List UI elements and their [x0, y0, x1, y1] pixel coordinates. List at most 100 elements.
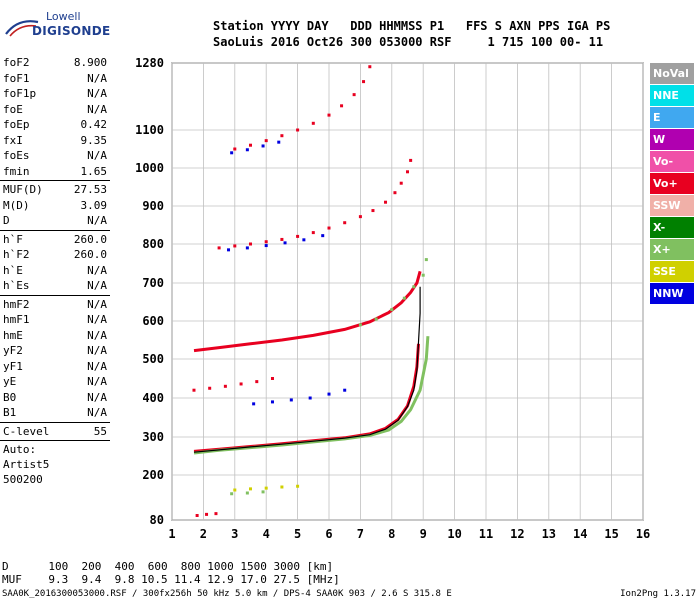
y-tick-label: 1100 — [135, 123, 164, 137]
parameter-separator — [0, 180, 110, 181]
echo-point — [230, 151, 234, 155]
auto-program: Artist5 — [3, 458, 50, 471]
auto-version: 500200 — [3, 473, 43, 486]
x-tick-label: 12 — [510, 527, 524, 541]
polarization-legend: NoVal NNE E W Vo- Vo+ SSW X- X+ SSE NNW — [650, 63, 694, 305]
parameter-value: N/A — [87, 297, 107, 311]
echo-point — [280, 485, 284, 489]
legend-item: W — [650, 129, 694, 150]
echo-point — [192, 388, 196, 392]
y-tick-label: 200 — [142, 468, 164, 482]
echo-point — [412, 285, 416, 289]
y-tick-label: 400 — [142, 391, 164, 405]
logo-line1: Lowell — [46, 10, 81, 23]
echo-trace-line — [193, 286, 421, 453]
parameter-row: foEs N/A — [0, 148, 110, 164]
parameter-name: yF2 — [3, 344, 23, 357]
echo-point — [245, 491, 249, 495]
parameter-row: foE N/A — [0, 102, 110, 118]
parameter-row: hmF2 N/A — [0, 297, 110, 313]
parameter-value: 55 — [93, 424, 107, 438]
parameter-row: yF2 N/A — [0, 343, 110, 359]
parameter-name: foF1 — [3, 71, 30, 85]
autoscaling-info: Auto: Artist5 500200 — [0, 442, 110, 487]
parameter-panel: foF2 8.900 foF1 N/A foF1p N/A foE N/A foEp 0.42 fx… — [0, 55, 110, 487]
echo-point — [402, 296, 406, 300]
parameter-value: 27.53 — [73, 183, 107, 196]
echo-point — [321, 234, 325, 238]
legend-item: X+ — [650, 239, 694, 260]
parameter-name: MUF(D) — [3, 183, 43, 196]
x-tick-label: 11 — [479, 527, 493, 541]
parameter-name: fmin — [3, 164, 30, 178]
legend-item: NoVal — [650, 63, 694, 84]
parameter-separator — [0, 294, 110, 296]
parameter-value: N/A — [87, 390, 107, 404]
x-tick-label: 5 — [294, 527, 301, 541]
echo-point — [340, 104, 344, 108]
echo-point — [230, 492, 234, 496]
echo-point — [327, 226, 331, 230]
echo-point — [239, 382, 243, 386]
parameter-value: N/A — [87, 328, 107, 342]
parameter-name: foEs — [3, 149, 30, 162]
echo-point — [270, 400, 274, 404]
echo-point — [227, 248, 231, 252]
parameter-name: B0 — [3, 390, 17, 404]
parameter-row: yF1 N/A — [0, 359, 110, 375]
parameter-value: N/A — [87, 344, 107, 357]
parameter-row: h`F 260.0 — [0, 232, 110, 248]
echo-point — [362, 80, 366, 84]
parameter-name: hmF2 — [3, 297, 30, 311]
parameter-row: h`E N/A — [0, 263, 110, 279]
echo-point — [261, 144, 265, 148]
footer-distance-row: D 100 200 400 600 800 1000 1500 3000 [km… — [2, 560, 334, 573]
y-tick-label: 700 — [142, 276, 164, 290]
parameter-separator — [0, 229, 110, 231]
parameter-value: N/A — [87, 87, 107, 100]
echo-point — [409, 158, 413, 162]
parameter-name: h`F2 — [3, 248, 30, 261]
parameter-row: hmE N/A — [0, 328, 110, 344]
parameter-name: hmF1 — [3, 313, 30, 326]
parameter-value: 9.35 — [80, 133, 108, 147]
echo-point — [393, 191, 397, 195]
footer-version: Ion2Png 1.3.17 — [620, 589, 696, 599]
parameter-row: B1 N/A — [0, 405, 110, 421]
parameter-value: 8.900 — [73, 56, 107, 69]
x-tick-label: 6 — [325, 527, 332, 541]
echo-point — [195, 514, 199, 517]
echo-point — [233, 488, 237, 492]
echo-point — [421, 273, 425, 277]
echo-point — [233, 147, 237, 151]
echo-point — [223, 384, 227, 388]
x-tick-label: 3 — [231, 527, 238, 541]
parameter-row: h`Es N/A — [0, 278, 110, 294]
echo-point — [264, 244, 268, 248]
echo-point — [252, 402, 256, 406]
echo-point — [296, 484, 300, 488]
y-tick-label: 800 — [142, 237, 164, 251]
echo-point — [264, 240, 268, 244]
legend-item: E — [650, 107, 694, 128]
echo-point — [233, 244, 237, 248]
echo-point — [277, 140, 281, 144]
parameter-value: 3.09 — [80, 198, 108, 212]
legend-item: SSE — [650, 261, 694, 282]
parameter-name: foF2 — [3, 56, 30, 69]
y-tick-label: 80 — [150, 513, 164, 527]
parameter-value: N/A — [87, 214, 107, 227]
parameter-row: foF1p N/A — [0, 86, 110, 102]
parameter-row: hmF1 N/A — [0, 312, 110, 328]
parameter-value: 260.0 — [73, 248, 107, 261]
echo-point — [308, 396, 312, 400]
echo-point — [343, 221, 347, 225]
parameter-name: B1 — [3, 406, 17, 419]
parameter-value: N/A — [87, 102, 107, 116]
parameter-row: fxI 9.35 — [0, 133, 110, 149]
echo-point — [245, 246, 249, 250]
legend-item: NNW — [650, 283, 694, 304]
parameter-name: fxI — [3, 133, 23, 147]
header-values: SaoLuis 2016 Oct26 300 053000 RSF 1 715 … — [213, 35, 604, 49]
echo-point — [205, 512, 209, 516]
